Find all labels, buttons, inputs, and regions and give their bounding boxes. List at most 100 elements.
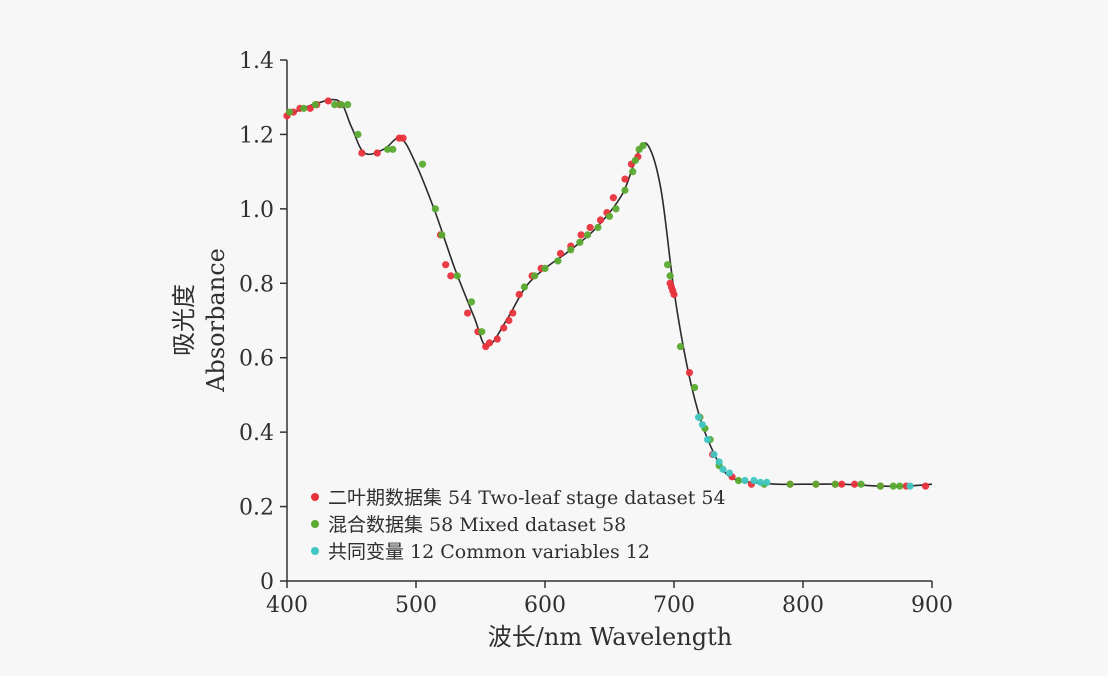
two-leaf-point bbox=[447, 272, 455, 280]
y-tick-label: 0.8 bbox=[239, 272, 274, 297]
y-tick-label: 0.6 bbox=[239, 347, 274, 372]
common-point bbox=[703, 435, 712, 444]
mixed-point bbox=[331, 101, 339, 109]
common-point bbox=[763, 478, 771, 486]
mixed-point bbox=[467, 298, 476, 306]
legend-marker-two-leaf bbox=[311, 493, 319, 501]
x-tick-label: 600 bbox=[524, 593, 566, 618]
y-tick-label: 1.2 bbox=[239, 123, 274, 148]
mixed-point bbox=[354, 130, 362, 139]
common-point bbox=[741, 476, 749, 485]
y-axis-title-en: Absorbance bbox=[202, 248, 230, 393]
mixed-point bbox=[631, 156, 639, 165]
mixed-point bbox=[889, 482, 897, 490]
y-tick-label: 0.4 bbox=[239, 421, 274, 446]
common-point bbox=[698, 421, 706, 429]
two-leaf-point bbox=[324, 97, 332, 105]
two-leaf-point bbox=[493, 335, 501, 343]
mixed-point bbox=[576, 238, 584, 246]
mixed-point bbox=[285, 108, 294, 116]
x-tick-label: 700 bbox=[653, 593, 695, 618]
ticks: 400 500 600 700 800 900 0 0.2 0.4 0.6 0.8 1.0 1.2 1.4 bbox=[239, 49, 953, 618]
common-point bbox=[725, 469, 734, 477]
x-tick-label: 800 bbox=[782, 593, 824, 618]
mixed-point bbox=[300, 104, 308, 112]
two-leaf-point bbox=[670, 290, 678, 299]
y-tick-label: 1.4 bbox=[239, 49, 274, 74]
common-point bbox=[715, 458, 723, 466]
two-leaf-point bbox=[586, 223, 594, 232]
curve-layer bbox=[286, 98, 933, 488]
mixed-point bbox=[734, 476, 743, 485]
legend-marker-mixed bbox=[311, 520, 319, 528]
mixed-point bbox=[663, 261, 672, 269]
common-point bbox=[710, 450, 718, 459]
mixed-point bbox=[389, 145, 397, 153]
two-leaf-point bbox=[464, 309, 472, 317]
two-leaf-point bbox=[373, 149, 381, 157]
two-leaf-point bbox=[515, 290, 523, 299]
two-leaf-point bbox=[500, 324, 508, 332]
common-point bbox=[750, 476, 758, 485]
two-leaf-point bbox=[577, 231, 585, 239]
legend-label-common: 共同变量 12 Common variables 12 bbox=[328, 541, 650, 563]
mixed-point bbox=[453, 272, 461, 280]
mixed-point bbox=[478, 328, 486, 336]
two-leaf-point bbox=[621, 175, 629, 183]
mixed-point bbox=[583, 231, 592, 239]
mixed-point bbox=[676, 342, 685, 351]
mixed-point bbox=[876, 482, 885, 490]
mixed-point bbox=[857, 480, 865, 488]
mixed-point bbox=[786, 480, 794, 488]
two-leaf-point bbox=[838, 480, 846, 488]
legend-label-two-leaf: 二叶期数据集 54 Two-leaf stage dataset 54 bbox=[328, 487, 726, 509]
common-point bbox=[719, 465, 727, 473]
x-axis-title: 波长/nm Wavelength bbox=[488, 623, 732, 651]
mixed-point bbox=[666, 272, 674, 280]
mixed-point bbox=[531, 272, 539, 280]
common-point bbox=[906, 482, 914, 490]
y-axis-title-cn: 吸光度 bbox=[170, 284, 198, 356]
common-point bbox=[756, 478, 765, 486]
spectrum-curve bbox=[286, 98, 933, 488]
mixed-point bbox=[812, 480, 820, 488]
mixed-point bbox=[418, 160, 427, 168]
mixed-point bbox=[621, 186, 629, 194]
two-leaf-point bbox=[851, 480, 859, 488]
mixed-point bbox=[344, 101, 352, 109]
mixed-point bbox=[541, 264, 549, 272]
legend: 二叶期数据集 54 Two-leaf stage dataset 54 混合数据… bbox=[311, 487, 726, 563]
x-tick-label: 900 bbox=[911, 593, 953, 618]
two-leaf-point bbox=[399, 134, 407, 142]
mixed-point bbox=[384, 145, 392, 153]
two-leaf-point bbox=[921, 482, 930, 490]
mixed-point bbox=[831, 480, 839, 488]
mixed-point bbox=[337, 101, 345, 109]
legend-marker-common bbox=[311, 547, 319, 555]
two-leaf-point bbox=[505, 316, 513, 325]
common-point bbox=[694, 413, 703, 421]
mixed-point bbox=[594, 223, 602, 232]
y-tick-label: 0 bbox=[260, 570, 274, 595]
two-leaf-point bbox=[596, 216, 605, 224]
x-tick-label: 500 bbox=[395, 593, 437, 618]
mixed-point bbox=[639, 141, 647, 150]
mixed-point bbox=[612, 205, 620, 213]
mixed-point bbox=[896, 482, 904, 490]
mixed-point bbox=[691, 383, 699, 392]
two-leaf-point bbox=[685, 369, 694, 377]
two-leaf-point bbox=[609, 194, 617, 202]
mixed-point bbox=[567, 246, 575, 254]
x-tick-label: 400 bbox=[266, 593, 308, 618]
points-layer bbox=[283, 97, 930, 490]
two-leaf-point bbox=[306, 104, 314, 112]
two-leaf-point bbox=[556, 249, 565, 258]
y-tick-label: 0.2 bbox=[239, 496, 274, 521]
mixed-point bbox=[438, 231, 446, 239]
mixed-point bbox=[629, 168, 637, 176]
two-leaf-point bbox=[442, 261, 450, 269]
mixed-point bbox=[311, 101, 319, 109]
two-leaf-point bbox=[358, 149, 366, 157]
